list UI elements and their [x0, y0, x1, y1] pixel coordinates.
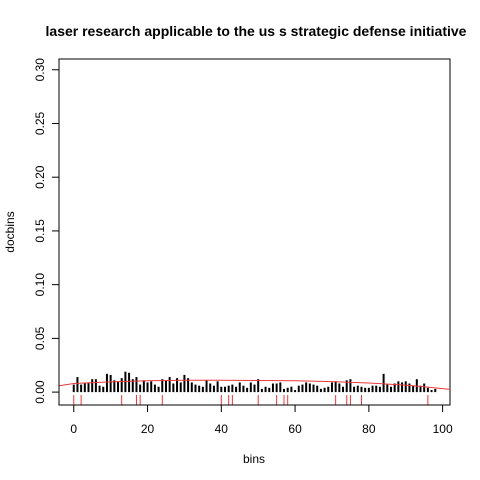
x-tick-label: 0 — [70, 422, 77, 436]
smooth-line — [58, 379, 451, 390]
x-tick-label: 80 — [362, 422, 376, 436]
y-tick-label: 0.20 — [33, 165, 47, 189]
x-tick-label: 60 — [288, 422, 302, 436]
x-tick-label: 20 — [141, 422, 155, 436]
plot-frame — [58, 58, 451, 406]
y-axis: 0.00 0.05 0.10 0.15 0.20 0.25 0.30 — [33, 58, 60, 404]
x-tick-label: 100 — [433, 422, 453, 436]
y-tick-label: 0.30 — [33, 58, 47, 82]
y-tick-label: 0.10 — [33, 273, 47, 297]
y-tick-label: 0.15 — [33, 219, 47, 243]
smooth-line-series — [58, 379, 451, 390]
bar-series — [72, 371, 437, 393]
x-axis-label: bins — [243, 452, 265, 466]
x-axis: 0 20 40 60 80 100 — [70, 404, 453, 436]
chart-title: laser research applicable to the us s st… — [46, 23, 467, 39]
x-tick-label: 40 — [215, 422, 229, 436]
y-tick-label: 0.05 — [33, 326, 47, 350]
y-tick-label: 0.25 — [33, 111, 47, 135]
y-axis-label: docbins — [3, 211, 17, 252]
y-tick-label: 0.00 — [33, 380, 47, 404]
rug-series — [73, 395, 429, 405]
